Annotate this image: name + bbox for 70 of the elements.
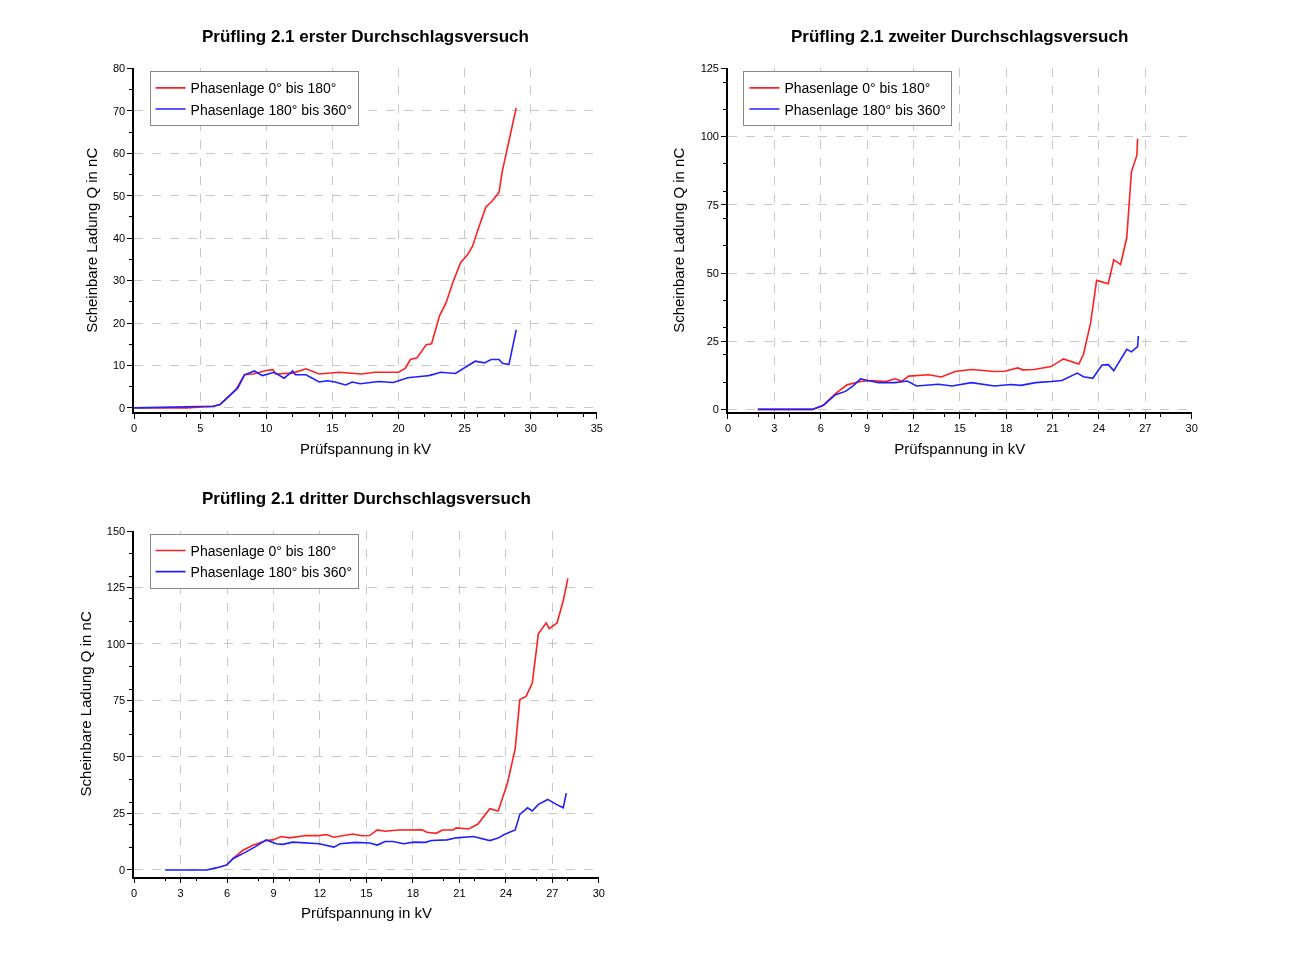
x-tick-label: 9 (270, 886, 277, 899)
x-tick-label: 35 (590, 422, 603, 435)
y-tick-label: 100 (106, 637, 126, 650)
x-tick-label: 25 (458, 422, 471, 435)
y-tick-label: 40 (112, 232, 126, 244)
chart-title: Prüfling 2.1 dritter Durchschlagsversuch (202, 489, 531, 508)
y-tick-label: 20 (112, 316, 126, 329)
x-tick-label: 6 (817, 422, 824, 435)
legend-label: Phasenlage 180° bis 360° (190, 101, 352, 118)
chart-title: Prüfling 2.1 erster Durchschlagsversuch (202, 27, 529, 46)
y-tick-label: 25 (112, 807, 126, 820)
line-series (756, 335, 1140, 411)
x-tick-label: 12 (907, 422, 920, 435)
x-tick-label: 0 (131, 422, 138, 435)
y-tick-label: 60 (112, 147, 126, 160)
x-tick-label: 24 (499, 886, 513, 899)
y-tick-label: 50 (112, 750, 126, 763)
x-tick-label: 12 (313, 886, 327, 899)
y-tick-label: 70 (112, 104, 126, 117)
x-axis-title: Prüfspannung in kV (301, 904, 432, 922)
x-tick-label: 0 (724, 422, 731, 435)
legend-label: Phasenlage 0° bis 180° (190, 80, 337, 97)
y-tick-label: 50 (112, 189, 126, 202)
x-tick-label: 9 (864, 422, 871, 435)
x-tick-label: 3 (177, 886, 184, 899)
x-tick-label: 6 (223, 886, 231, 899)
y-tick-label: 80 (112, 62, 126, 75)
y-tick-label: 10 (112, 359, 126, 372)
x-tick-label: 30 (524, 422, 537, 435)
line-series (164, 792, 568, 871)
y-tick-label: 25 (706, 335, 719, 348)
y-tick-label: 30 (112, 274, 126, 287)
x-tick-label: 20 (392, 422, 405, 435)
y-tick-label: 75 (706, 198, 719, 211)
x-tick-label: 27 (1139, 422, 1152, 435)
x-tick-label: 15 (360, 886, 373, 899)
y-tick-label: 75 (112, 694, 126, 707)
x-tick-label: 30 (1185, 422, 1198, 435)
line-series (134, 329, 518, 409)
y-tick-label: 0 (119, 401, 126, 414)
x-tick-label: 5 (197, 422, 204, 435)
x-axis-title: Prüfspannung in kV (300, 439, 431, 457)
y-tick-label: 100 (700, 130, 719, 143)
y-tick-label: 0 (712, 403, 719, 416)
y-axis-title: Scheinbare Ladung Q in nC (82, 147, 100, 333)
x-tick-label: 10 (260, 422, 273, 435)
x-tick-label: 21 (1046, 422, 1059, 435)
y-axis-title: Scheinbare Ladung Q in nC (670, 147, 688, 333)
x-tick-label: 0 (131, 886, 138, 899)
x-tick-label: 30 (592, 886, 605, 899)
legend-label: Phasenlage 180° bis 360° (190, 564, 352, 581)
x-tick-label: 24 (1092, 422, 1106, 435)
x-tick-label: 15 (326, 422, 339, 435)
x-tick-label: 21 (453, 886, 466, 899)
x-tick-label: 27 (546, 886, 559, 899)
x-tick-label: 3 (771, 422, 778, 435)
x-tick-label: 18 (406, 886, 420, 899)
legend-label: Phasenlage 180° bis 360° (784, 101, 946, 118)
legend-label: Phasenlage 0° bis 180° (190, 542, 337, 559)
legend-label: Phasenlage 0° bis 180° (784, 80, 931, 97)
y-tick-label: 0 (119, 863, 126, 876)
x-tick-label: 18 (1000, 422, 1013, 435)
y-tick-label: 150 (106, 524, 126, 537)
chart-title: Prüfling 2.1 zweiter Durchschlagsversuch (791, 27, 1129, 46)
x-axis-title: Prüfspannung in kV (894, 439, 1026, 457)
y-tick-label: 50 (706, 266, 719, 279)
x-tick-label: 15 (953, 422, 966, 435)
y-tick-label: 125 (700, 62, 719, 75)
y-axis-title: Scheinbare Ladung Q in nC (76, 611, 94, 797)
y-tick-label: 125 (106, 581, 126, 594)
